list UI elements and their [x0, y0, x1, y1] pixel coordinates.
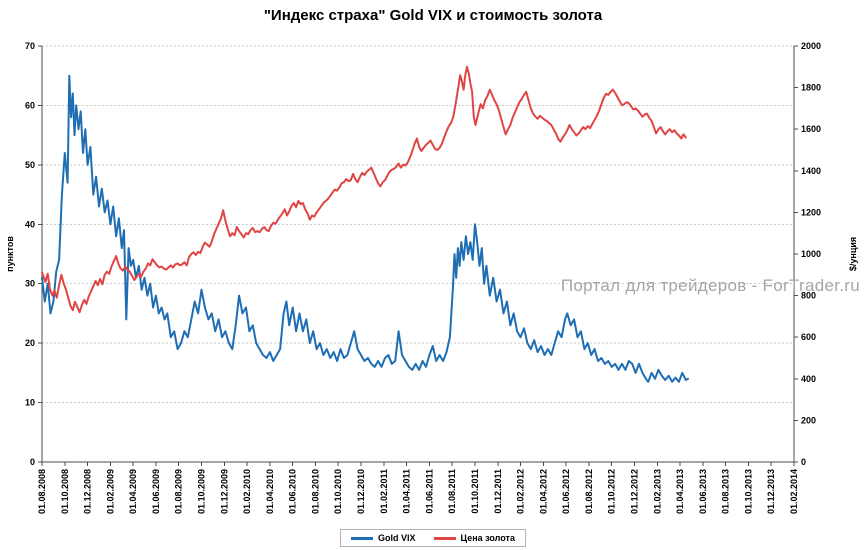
svg-text:01.10.2008: 01.10.2008 — [60, 469, 70, 514]
svg-text:01.08.2008: 01.08.2008 — [37, 469, 47, 514]
svg-text:01.06.2010: 01.06.2010 — [288, 469, 298, 514]
svg-text:01.02.2013: 01.02.2013 — [652, 469, 662, 514]
svg-text:01.10.2009: 01.10.2009 — [197, 469, 207, 514]
gold-vix-line-swatch — [351, 536, 374, 540]
svg-text:50: 50 — [25, 160, 35, 170]
svg-text:01.02.2009: 01.02.2009 — [105, 469, 115, 514]
svg-text:01.10.2013: 01.10.2013 — [743, 469, 753, 514]
svg-text:01.04.2010: 01.04.2010 — [265, 469, 275, 514]
svg-text:40: 40 — [25, 219, 35, 229]
svg-text:2000: 2000 — [801, 41, 821, 51]
svg-text:01.10.2011: 01.10.2011 — [470, 469, 480, 514]
svg-text:01.12.2009: 01.12.2009 — [219, 469, 229, 514]
svg-text:01.08.2010: 01.08.2010 — [310, 469, 320, 514]
left-axis-title: пунктов — [5, 236, 15, 272]
svg-text:600: 600 — [801, 332, 816, 342]
svg-text:01.04.2013: 01.04.2013 — [675, 469, 685, 514]
svg-text:1800: 1800 — [801, 83, 821, 93]
svg-text:01.06.2012: 01.06.2012 — [561, 469, 571, 514]
svg-text:800: 800 — [801, 291, 816, 301]
legend-label-gold-price: Цена золота — [460, 533, 515, 543]
svg-text:01.06.2009: 01.06.2009 — [151, 469, 161, 514]
svg-text:200: 200 — [801, 415, 816, 425]
svg-text:0: 0 — [30, 457, 35, 467]
svg-text:01.08.2013: 01.08.2013 — [721, 469, 731, 514]
svg-text:70: 70 — [25, 41, 35, 51]
legend-label-gold-vix: Gold VIX — [378, 533, 416, 543]
legend: Gold VIX Цена золота — [340, 529, 526, 547]
svg-text:1200: 1200 — [801, 207, 821, 217]
svg-text:01.12.2013: 01.12.2013 — [766, 469, 776, 514]
svg-text:01.06.2013: 01.06.2013 — [698, 469, 708, 514]
svg-text:0: 0 — [801, 457, 806, 467]
svg-text:01.12.2011: 01.12.2011 — [493, 469, 503, 514]
svg-text:01.04.2011: 01.04.2011 — [402, 469, 412, 514]
svg-text:01.10.2010: 01.10.2010 — [333, 469, 343, 514]
svg-text:10: 10 — [25, 398, 35, 408]
legend-item-gold-price: Цена золота — [433, 533, 515, 543]
svg-text:01.02.2011: 01.02.2011 — [379, 469, 389, 514]
svg-text:01.08.2011: 01.08.2011 — [447, 469, 457, 514]
svg-text:01.04.2012: 01.04.2012 — [538, 469, 548, 514]
legend-item-gold-vix: Gold VIX — [351, 533, 416, 543]
svg-text:30: 30 — [25, 279, 35, 289]
svg-text:01.12.2010: 01.12.2010 — [356, 469, 366, 514]
svg-text:01.04.2009: 01.04.2009 — [128, 469, 138, 514]
svg-text:01.12.2012: 01.12.2012 — [629, 469, 639, 514]
svg-text:60: 60 — [25, 100, 35, 110]
svg-text:1600: 1600 — [801, 124, 821, 134]
gold-price-line-swatch — [433, 536, 456, 540]
svg-text:20: 20 — [25, 338, 35, 348]
svg-text:1000: 1000 — [801, 249, 821, 259]
chart-title: "Индекс страха" Gold VIX и стоимость зол… — [263, 7, 603, 24]
watermark-text: Портал для трейдеров - ForTrader.ru — [560, 276, 860, 295]
svg-text:01.02.2014: 01.02.2014 — [789, 469, 799, 514]
svg-text:01.08.2012: 01.08.2012 — [584, 469, 594, 514]
svg-text:01.06.2011: 01.06.2011 — [424, 469, 434, 514]
svg-text:01.10.2012: 01.10.2012 — [607, 469, 617, 514]
svg-text:01.02.2010: 01.02.2010 — [242, 469, 252, 514]
right-axis-title: $/унция — [848, 236, 858, 272]
svg-text:400: 400 — [801, 374, 816, 384]
svg-text:01.12.2008: 01.12.2008 — [83, 469, 93, 514]
svg-text:01.08.2009: 01.08.2009 — [174, 469, 184, 514]
svg-text:1400: 1400 — [801, 166, 821, 176]
svg-text:01.02.2012: 01.02.2012 — [516, 469, 526, 514]
